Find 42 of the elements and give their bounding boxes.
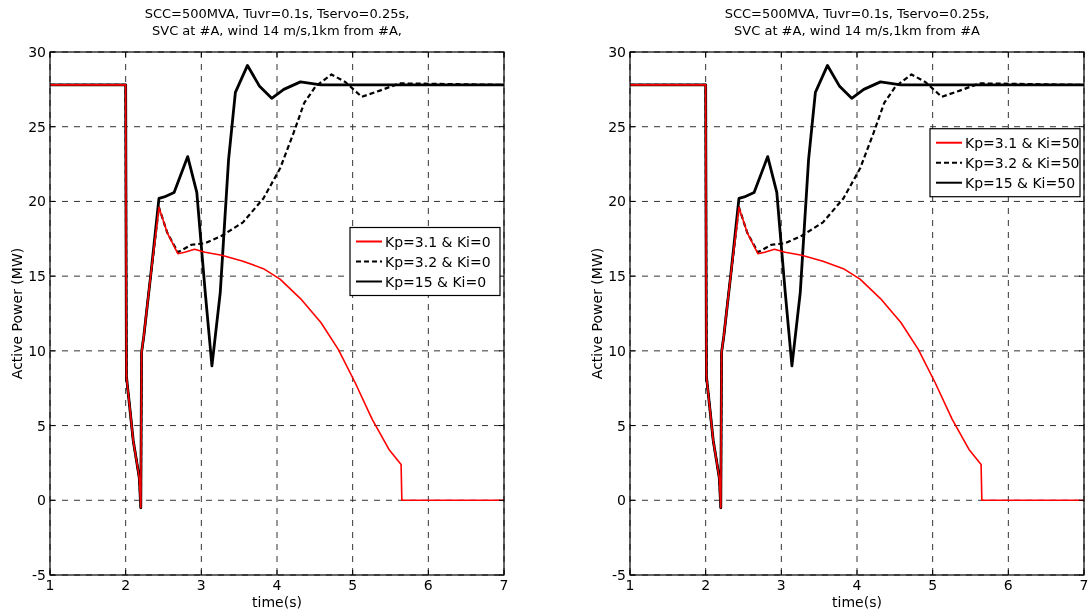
y-tick-label: 0 — [37, 492, 46, 509]
x-tick-label: 5 — [348, 577, 358, 593]
x-tick-label: 4 — [852, 577, 862, 593]
y-tick-label: 10 — [28, 342, 46, 359]
y-tick-label: 5 — [37, 417, 46, 434]
y-tick-label: 0 — [617, 492, 626, 509]
y-tick-label: -5 — [612, 567, 626, 583]
x-axis-title: time(s) — [252, 594, 302, 610]
x-tick-label: 6 — [1003, 577, 1013, 593]
x-tick-label: 6 — [423, 577, 433, 593]
x-tick-label: 7 — [1079, 577, 1089, 593]
x-tick-label: 5 — [928, 577, 938, 593]
y-tick-label: 20 — [28, 193, 46, 210]
y-axis-title: Active Power (MW) — [9, 247, 25, 380]
y-tick-label: 25 — [28, 118, 46, 135]
y-axis-title: Active Power (MW) — [589, 247, 605, 380]
legend-label: Kp=15 & Ki=0 — [385, 273, 487, 290]
y-tick-label: 5 — [617, 417, 626, 434]
legend-label: Kp=3.2 & Ki=0 — [385, 253, 491, 270]
y-tick-label: 25 — [608, 118, 626, 135]
chart-title: SCC=500MVA, Tuvr=0.1s, Tservo=0.25s, SVC at #A, wind 14 m/s,1km from #A — [724, 6, 990, 38]
x-tick-label: 3 — [196, 577, 206, 593]
x-tick-label: 2 — [701, 577, 711, 593]
x-tick-label: 4 — [272, 577, 282, 593]
x-tick-label: 7 — [499, 577, 509, 593]
legend-label: Kp=15 & Ki=50 — [965, 174, 1076, 191]
x-tick-label: 3 — [776, 577, 786, 593]
legend-label: Kp=3.1 & Ki=0 — [385, 233, 491, 250]
x-tick-label: 1 — [45, 577, 55, 593]
legend-label: Kp=3.2 & Ki=50 — [965, 154, 1080, 171]
y-tick-label: -5 — [32, 567, 46, 583]
y-tick-label: 15 — [28, 268, 46, 285]
y-tick-label: 20 — [608, 193, 626, 210]
legend-label: Kp=3.1 & Ki=50 — [965, 134, 1080, 151]
x-axis-title: time(s) — [832, 594, 882, 610]
x-tick-label: 2 — [121, 577, 131, 593]
y-tick-label: 30 — [28, 44, 46, 60]
chart-title: SCC=500MVA, Tuvr=0.1s, Tservo=0.25s, SVC at #A, wind 14 m/s,1km from #A, — [144, 6, 410, 38]
y-tick-label: 10 — [608, 342, 626, 359]
y-tick-label: 15 — [608, 268, 626, 285]
x-tick-label: 1 — [625, 577, 635, 593]
y-tick-label: 30 — [608, 44, 626, 60]
